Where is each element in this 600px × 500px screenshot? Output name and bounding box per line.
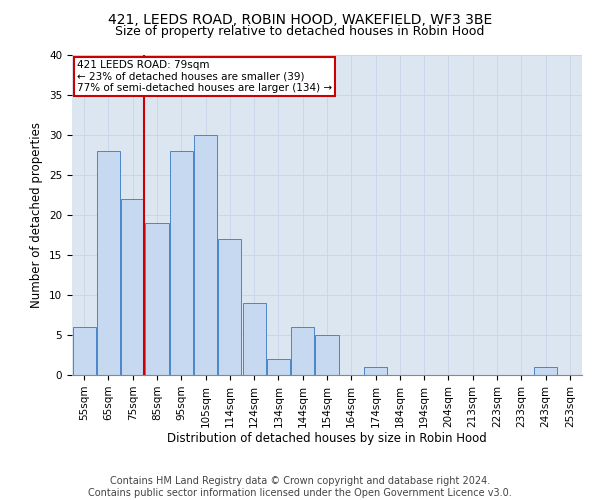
Bar bbox=[267, 359, 290, 375]
Bar bbox=[194, 135, 217, 375]
Bar bbox=[97, 151, 120, 375]
Bar bbox=[534, 367, 557, 375]
Text: Size of property relative to detached houses in Robin Hood: Size of property relative to detached ho… bbox=[115, 25, 485, 38]
X-axis label: Distribution of detached houses by size in Robin Hood: Distribution of detached houses by size … bbox=[167, 432, 487, 446]
Text: 421, LEEDS ROAD, ROBIN HOOD, WAKEFIELD, WF3 3BE: 421, LEEDS ROAD, ROBIN HOOD, WAKEFIELD, … bbox=[108, 12, 492, 26]
Bar bbox=[170, 151, 193, 375]
Y-axis label: Number of detached properties: Number of detached properties bbox=[31, 122, 43, 308]
Bar bbox=[316, 335, 338, 375]
Bar bbox=[121, 199, 144, 375]
Bar bbox=[291, 327, 314, 375]
Bar bbox=[218, 239, 241, 375]
Bar bbox=[242, 303, 266, 375]
Bar bbox=[145, 223, 169, 375]
Bar bbox=[73, 327, 95, 375]
Text: 421 LEEDS ROAD: 79sqm
← 23% of detached houses are smaller (39)
77% of semi-deta: 421 LEEDS ROAD: 79sqm ← 23% of detached … bbox=[77, 60, 332, 93]
Text: Contains HM Land Registry data © Crown copyright and database right 2024.
Contai: Contains HM Land Registry data © Crown c… bbox=[88, 476, 512, 498]
Bar bbox=[364, 367, 387, 375]
